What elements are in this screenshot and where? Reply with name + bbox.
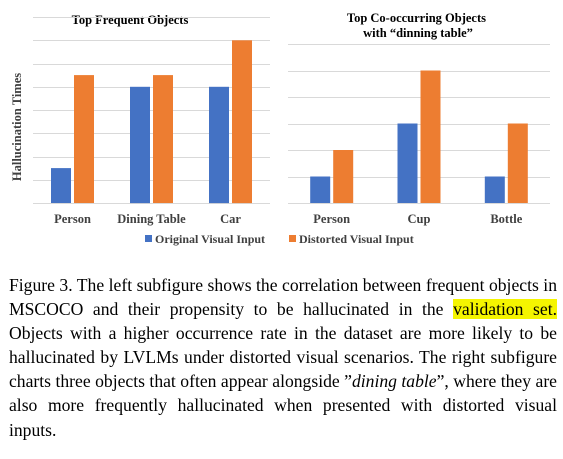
left-bar-distorted-person (74, 75, 94, 203)
legend: Original Visual Input Distorted Visual I… (145, 232, 414, 246)
bar-charts: Top Frequent Objects Hallucination Times… (10, 11, 550, 246)
right-chart-gridlines (288, 44, 550, 204)
figure: Top Frequent Objects Hallucination Times… (10, 11, 550, 246)
right-bar-distorted-bottle (507, 123, 528, 203)
right-x-tick-label: Cup (408, 212, 431, 226)
right-bar-original-bottle (484, 176, 505, 203)
right-chart-title-line-1: Top Co-occurring Objects (347, 11, 486, 25)
legend-swatch-distorted (289, 235, 296, 242)
left-bar-distorted-dining-table (153, 75, 173, 203)
legend-label-distorted: Distorted Visual Input (299, 232, 414, 246)
caption-middle: Objects with a higher occurrence rate in… (9, 323, 557, 392)
right-chart-x-ticks: Person Cup Bottle (313, 212, 522, 226)
left-chart-bars (51, 40, 252, 204)
legend-swatch-original (145, 235, 152, 242)
legend-label-original: Original Visual Input (155, 232, 265, 246)
right-bar-original-person (310, 176, 331, 203)
left-bar-distorted-car (232, 40, 252, 204)
right-x-tick-label: Bottle (490, 212, 522, 226)
right-chart-bars (310, 70, 528, 203)
right-bar-distorted-person (333, 150, 354, 203)
right-chart-title: Top Co-occurring Objects with “dinning t… (347, 11, 489, 40)
left-x-tick-label: Car (220, 212, 241, 226)
right-x-tick-label: Person (313, 212, 350, 226)
left-chart-ylabel: Hallucination Times (10, 73, 24, 181)
left-chart-gridlines (33, 17, 270, 204)
caption-tail: ”, where they are also more frequently h… (9, 371, 557, 440)
left-bar-original-person (51, 168, 71, 203)
right-chart-title-line-2: with “dinning table” (363, 26, 473, 40)
caption-italic: dining table (351, 371, 437, 392)
right-bar-original-cup (397, 123, 418, 203)
caption-lead: Figure 3. The left subfigure shows the c… (9, 275, 557, 320)
left-x-tick-label: Dining Table (117, 212, 186, 226)
figure-caption: Figure 3. The left subfigure shows the c… (9, 273, 557, 442)
left-bar-original-car (209, 86, 229, 204)
left-chart-x-ticks: Person Dining Table Car (54, 212, 241, 226)
right-bar-distorted-cup (420, 70, 441, 203)
left-bar-original-dining-table (130, 86, 150, 204)
left-chart-title: Top Frequent Objects (72, 13, 189, 27)
caption-highlight: validation set. (453, 299, 557, 320)
left-x-tick-label: Person (54, 212, 91, 226)
